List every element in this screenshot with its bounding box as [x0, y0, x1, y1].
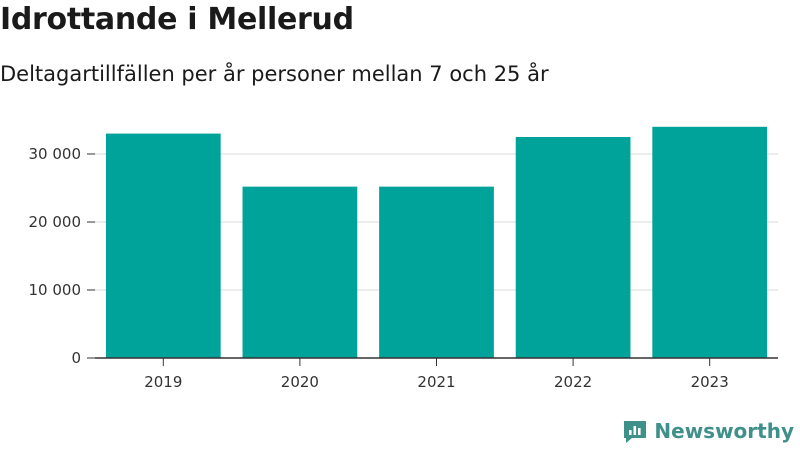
bar-2020	[242, 186, 358, 358]
bar-2022	[515, 137, 631, 358]
x-tick-label: 2023	[691, 373, 729, 391]
x-tick-label: 2021	[417, 373, 455, 391]
brand-name: Newsworthy	[654, 419, 794, 443]
bar-2023	[652, 126, 768, 358]
y-tick-label: 0	[71, 349, 81, 367]
bar-2021	[379, 186, 494, 358]
bar-2019	[105, 133, 221, 358]
y-axis-ticks: 0 10 000 20 000 30 000	[29, 145, 95, 367]
y-tick-label: 30 000	[29, 145, 82, 163]
y-tick-label: 20 000	[29, 213, 82, 231]
x-tick-label: 2019	[144, 373, 182, 391]
brand-logo: Newsworthy	[622, 418, 794, 444]
x-axis-ticks: 2019 2020 2021 2022 2023	[144, 358, 729, 391]
bars	[105, 126, 768, 358]
chart-subtitle: Deltagartillfällen per år personer mella…	[0, 62, 549, 86]
y-tick-label: 10 000	[29, 281, 82, 299]
newsworthy-logo-icon	[624, 421, 647, 443]
x-tick-label: 2020	[281, 373, 319, 391]
chart-title: Idrottande i Mellerud	[0, 2, 354, 37]
x-tick-label: 2022	[554, 373, 592, 391]
